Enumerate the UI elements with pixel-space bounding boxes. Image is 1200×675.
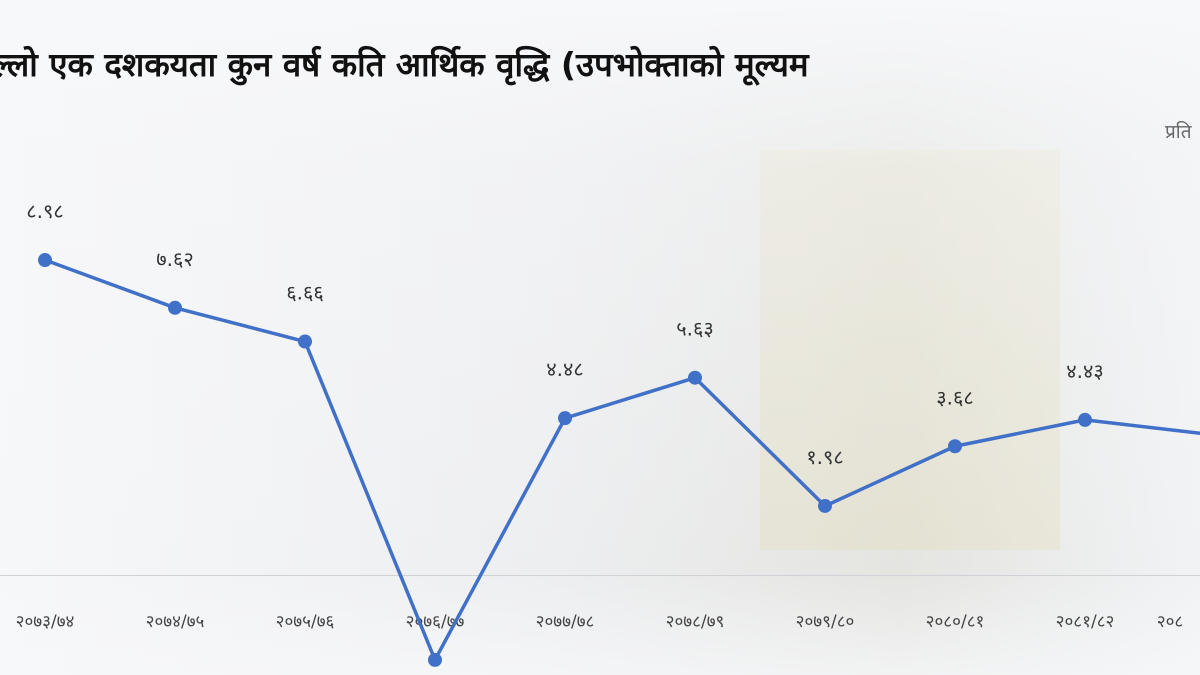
value-label: ७.६२ bbox=[156, 247, 194, 271]
data-point bbox=[168, 300, 182, 315]
data-point bbox=[428, 652, 442, 667]
x-tick-label: २०७५/७६ bbox=[276, 612, 335, 632]
x-tick-label: २०७८/७९ bbox=[666, 612, 725, 632]
data-line bbox=[44, 258, 1200, 662]
value-label: ६.६६ bbox=[286, 281, 324, 305]
chart-subtitle: प्रति bbox=[1165, 120, 1193, 143]
data-point bbox=[818, 498, 832, 513]
value-label: १.९८ bbox=[806, 445, 844, 469]
x-tick-label: २०८१/८२ bbox=[1056, 612, 1115, 632]
data-point bbox=[1078, 412, 1092, 427]
value-label: ४.४८ bbox=[546, 357, 584, 381]
x-tick-label: २०७७/७८ bbox=[536, 612, 595, 632]
data-point bbox=[558, 411, 572, 426]
x-tick-label: २०८ bbox=[1157, 612, 1184, 632]
value-label: ५.६३ bbox=[676, 317, 714, 341]
data-point bbox=[948, 439, 962, 454]
data-point bbox=[38, 253, 52, 268]
x-tick-label: २०७४/७५ bbox=[146, 612, 205, 632]
value-label: ३.६८ bbox=[936, 385, 974, 409]
data-point bbox=[298, 334, 312, 349]
chart-title: ल्लो एक दशकयता कुन वर्ष कति आर्थिक वृद्ध… bbox=[0, 45, 810, 86]
x-tick-label: २०७३/७४ bbox=[16, 612, 75, 632]
value-label: ८.९८ bbox=[26, 199, 64, 223]
x-tick-label: २०८०/८१ bbox=[926, 612, 985, 632]
value-label: ४.४३ bbox=[1066, 359, 1104, 383]
data-point bbox=[688, 370, 702, 385]
x-tick-label: २०७९/८० bbox=[796, 612, 855, 632]
